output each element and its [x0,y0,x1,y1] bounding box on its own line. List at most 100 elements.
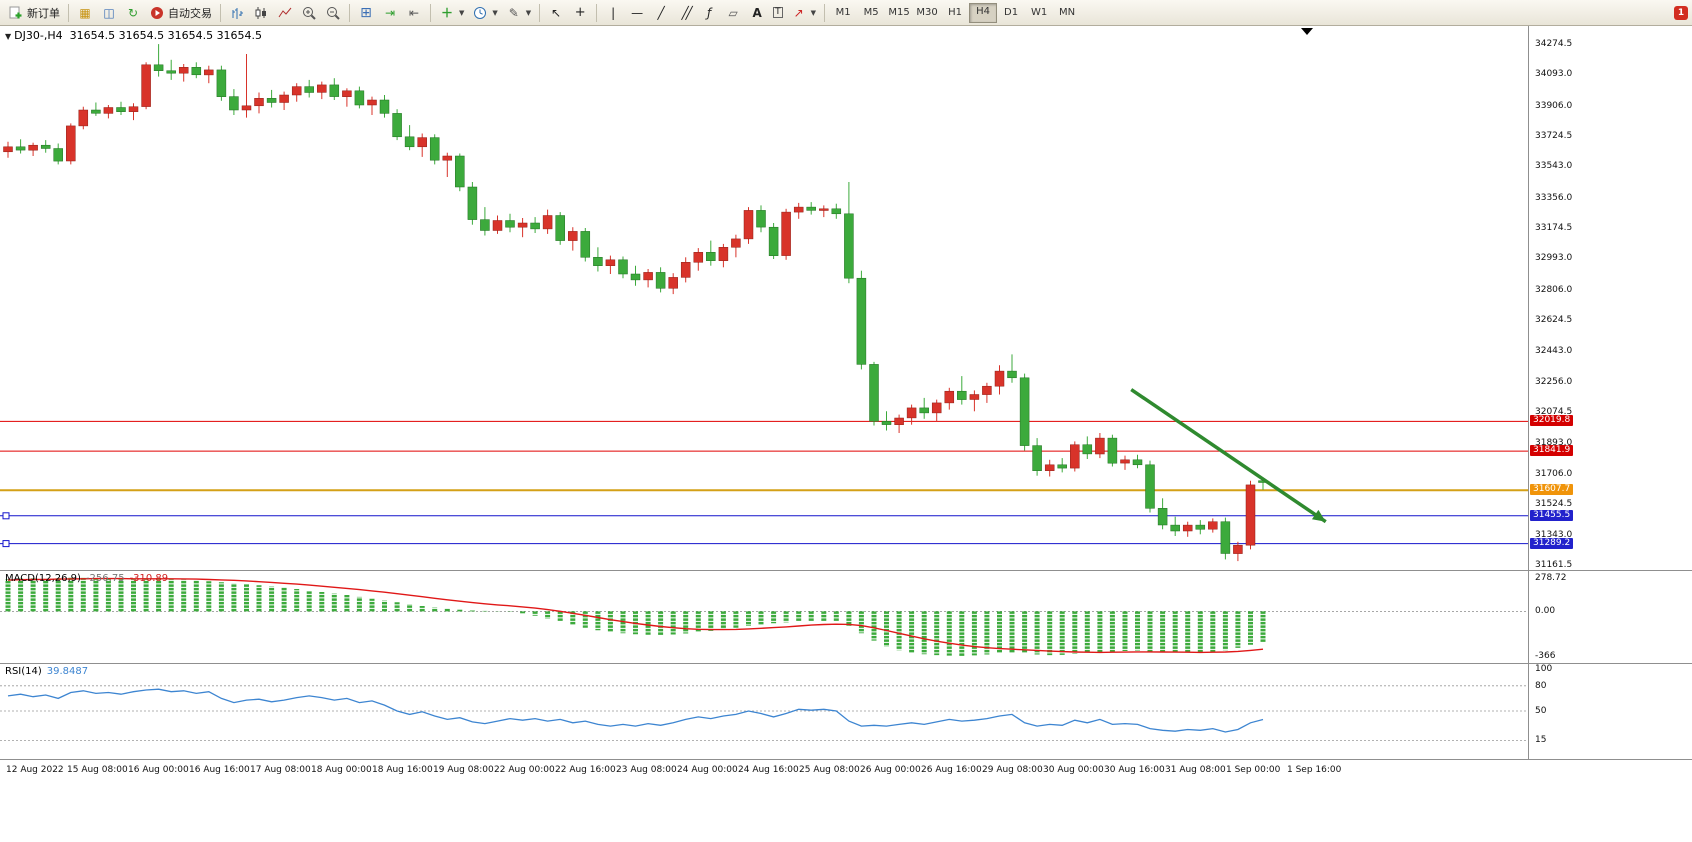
macd-label: MACD(12,26,9) -256.75 -310.89 [5,573,168,584]
timeframe-h4-button[interactable]: H4 [969,2,998,23]
vertical-line-button[interactable]: | [601,2,625,24]
price-axis-label: 33724.5 [1535,131,1573,142]
templates-button[interactable]: ✎ ▼ [502,2,535,24]
price-chart[interactable] [0,26,1528,570]
pencil-icon: ✎ [508,5,519,20]
crosshair-icon: + [574,4,586,20]
time-axis-label: 29 Aug 08:00 [982,765,1043,775]
chevron-down-icon: ▼ [810,8,817,17]
price-tag: 31841.9 [1530,445,1574,457]
price-tag: 32019.8 [1530,415,1574,427]
price-tag: 31607.7 [1530,484,1574,496]
rsi-scale-label: 100 [1535,664,1553,674]
price-axis[interactable]: 34274.5 34093.0 33906.0 33724.5 33543.0 33356… [1528,0,1692,842]
time-axis-label: 16 Aug 16:00 [189,765,250,775]
ohlc-toggle-icon[interactable]: ▼ [5,32,12,41]
shapes-button[interactable]: ▱ [721,2,745,24]
price-axis-label: 31524.5 [1535,499,1573,510]
price-axis-label: 33543.0 [1535,161,1573,172]
rsi-value: 39.8487 [46,666,89,677]
toolbar-separator [596,3,598,22]
price-axis-label: 32624.5 [1535,315,1573,326]
rsi-scale-label: 80 [1535,680,1547,691]
timeframe-w1-button[interactable]: W1 [1030,6,1048,18]
symbol-period-label: DJ30-,H4 [14,29,63,42]
vertical-line-icon: | [611,5,616,20]
autotrading-label: 自动交易 [168,6,212,20]
toolbar-separator [824,3,826,22]
crosshair-button[interactable]: + [568,2,592,24]
horizontal-line-button[interactable]: — [625,2,649,24]
toolbar-separator [349,3,350,22]
timeframe-m15-button[interactable]: M15 [888,6,910,18]
time-axis-label: 30 Aug 16:00 [1104,765,1165,775]
chevron-down-icon: ▼ [525,8,532,17]
timeframe-m30-button[interactable]: M30 [916,6,938,18]
arrows-tool-button[interactable]: ↗ ▼ [787,2,820,24]
candlestick-icon [253,5,269,21]
price-axis-label: 34274.5 [1535,39,1573,49]
rsi-panel[interactable] [0,664,1528,759]
cursor-button[interactable]: ↖ [544,2,568,24]
channel-button[interactable]: ╱ [673,2,697,24]
time-axis[interactable]: 12 Aug 2022 15 Aug 08:00 16 Aug 00:00 16 Au… [0,759,1692,782]
ohlc-values: 31654.5 31654.5 31654.5 31654.5 [69,29,263,42]
refresh-button[interactable]: ↻ [121,2,145,24]
line-chart-button[interactable] [273,2,297,24]
macd-panel[interactable] [0,571,1528,663]
time-axis-label: 19 Aug 08:00 [433,765,494,775]
zoom-out-icon [325,5,341,21]
indicators-add-icon: ＋ [440,5,453,20]
chart-info[interactable]: ▼ DJ30-,H4 31654.5 31654.5 31654.5 31654.… [5,29,262,42]
timeframe-m5-button[interactable]: M5 [863,6,879,18]
timeframe-mn-button[interactable]: MN [1059,6,1076,18]
periods-button[interactable]: ▼ [468,2,501,24]
tile-windows-button[interactable]: ⊞ [354,2,378,24]
timeframe-m1-button[interactable]: M1 [835,6,851,18]
market-watch-icon: ▦ [79,5,91,20]
new-order-button[interactable]: 新订单 [4,2,64,24]
time-axis-label: 15 Aug 08:00 [67,765,128,775]
rsi-scale-label: 15 [1535,735,1547,746]
price-tag: 31455.5 [1530,509,1574,521]
chart-shift-button[interactable]: ⇤ [402,2,426,24]
price-axis-label: 32806.0 [1535,284,1573,295]
time-axis-label: 24 Aug 16:00 [738,765,799,775]
candlestick-chart-button[interactable] [249,2,273,24]
refresh-icon: ↻ [127,5,139,20]
price-axis-label: 33356.0 [1535,192,1573,203]
price-axis-label: 34093.0 [1535,69,1573,80]
notification-badge[interactable]: 1 [1674,5,1688,20]
new-order-icon [8,5,24,21]
text-button[interactable]: A [745,2,769,24]
time-axis-label: 18 Aug 16:00 [372,765,433,775]
panel-separator[interactable] [0,663,1692,664]
text-label-button[interactable]: T [769,2,787,24]
autotrading-icon [149,5,165,21]
price-tag: 31289.2 [1530,537,1574,549]
autotrading-button[interactable]: 自动交易 [145,2,216,24]
fibonacci-button[interactable]: ƒ [697,2,721,24]
time-axis-label: 16 Aug 00:00 [128,765,189,775]
axis-border [1528,26,1529,760]
timeframe-d1-button[interactable]: D1 [1004,6,1019,18]
trendline-button[interactable]: ╱ [649,2,673,24]
arrow-tool-icon: ↗ [793,5,804,20]
auto-scroll-button[interactable]: ⇥ [378,2,402,24]
profiles-button[interactable]: ◫ [97,2,121,24]
zoom-in-button[interactable] [297,2,321,24]
panel-separator[interactable] [0,570,1692,571]
bar-chart-button[interactable] [225,2,249,24]
timeframe-h1-button[interactable]: H1 [948,6,962,18]
new-order-label: 新订单 [27,6,60,20]
auto-scroll-icon: ⇥ [384,5,396,20]
indicators-button[interactable]: ＋ ▼ [435,2,468,24]
market-watch-button[interactable]: ▦ [73,2,97,24]
bar-chart-icon [229,5,245,21]
chevron-down-icon: ▼ [492,8,498,17]
zoom-out-button[interactable] [321,2,345,24]
time-axis-label: 12 Aug 2022 [6,765,64,775]
price-axis-label: 32074.5 [1535,407,1573,418]
text-icon: A [752,5,762,20]
